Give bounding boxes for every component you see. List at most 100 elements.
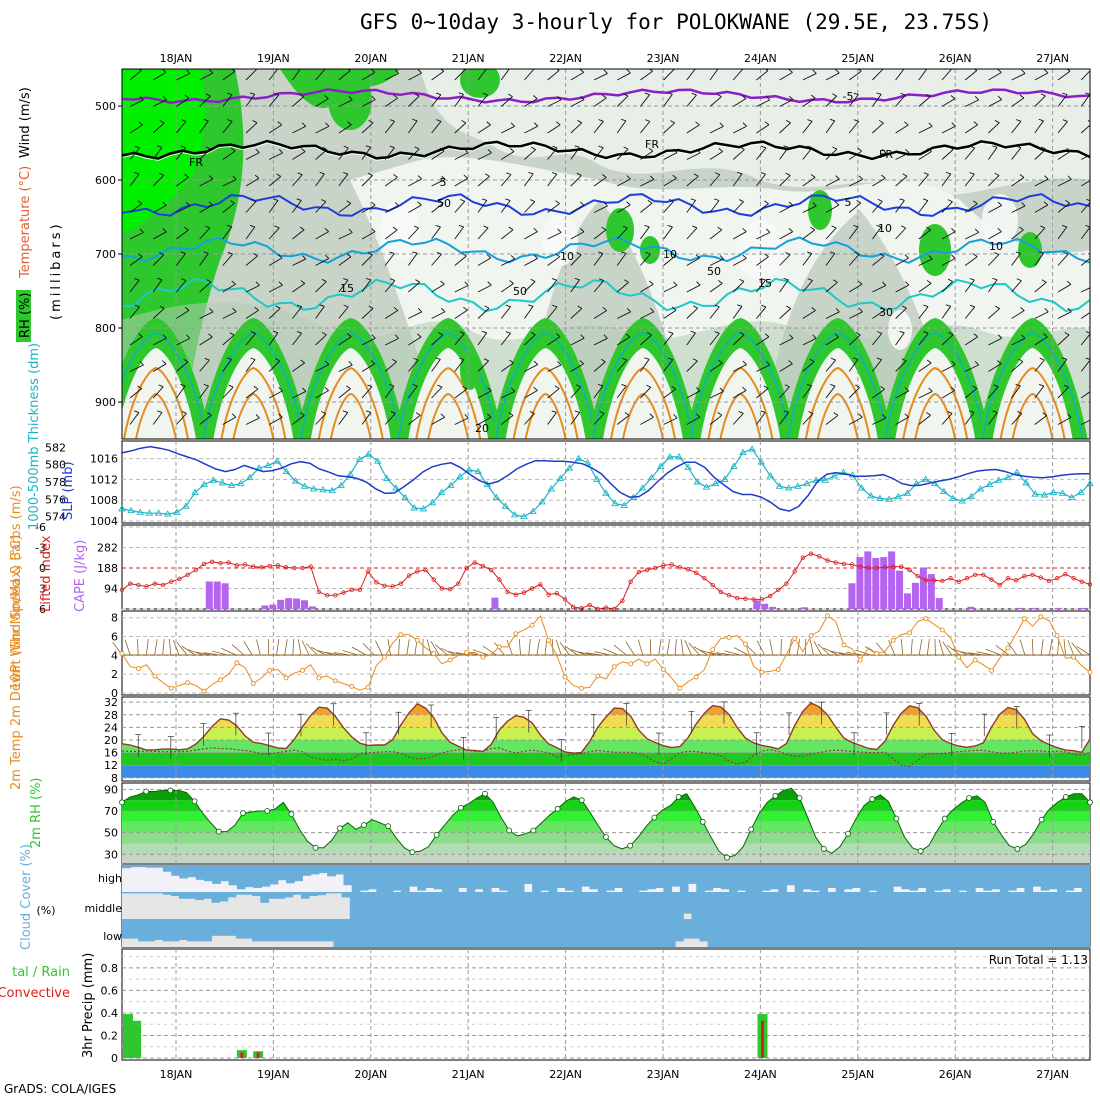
cloud-bar [991,865,1001,890]
wind-barb [686,175,699,187]
wind-barb-flag [229,332,235,336]
wind-barb [152,204,167,213]
wind-barb [384,413,396,425]
cloud-bar [474,865,484,890]
wind-barb-flag [899,198,905,201]
wind-barb-flag [438,332,444,336]
rh-marker [651,814,658,821]
cloud-bar [170,919,180,942]
li-marker [521,590,527,595]
cloud-bar [245,865,254,888]
wind-barb-flag [718,148,723,152]
surface-barb [1057,639,1060,656]
cape-tick: 94 [104,583,118,596]
wind-barb-flag [324,95,329,99]
wind-barb-flag [159,252,164,256]
date-label: 24JAN [744,1068,777,1081]
wind-barb [454,177,468,187]
thickness-ylabel: 1000-500mb Thickness (dm) [27,343,42,530]
wind-barb-flag [902,173,908,177]
surface-barb [666,639,671,656]
li-marker [972,572,978,578]
wind-barb-flag [412,384,418,387]
wind-barb-flag [551,172,557,175]
wind-barb [941,98,956,107]
wind-barb-flag [904,254,909,259]
cloud-bar [441,865,451,892]
wind-barb [709,96,722,107]
thickness-marker [583,459,592,466]
thickness-marker [1086,479,1094,487]
wind-barb-flag [506,172,512,176]
wind-barb [384,147,395,160]
cloud-bar [349,919,359,947]
wind-barb-flag [1038,384,1045,387]
surface-barb [733,647,749,656]
wind-barb-flag [1044,69,1049,74]
wind-barb-flag [346,385,351,389]
wind-barb-flag [203,251,209,254]
wind-barb [1011,73,1026,81]
rh-marker [457,804,464,811]
cloud-bar [536,919,546,947]
wind-barb [245,417,260,425]
cloud-bar [341,919,351,947]
wind-barb [152,363,167,372]
cape-bar [769,606,777,609]
wind-barb-flag [810,174,816,178]
thickness-marker [876,494,884,501]
li-marker [423,567,428,573]
wind-barb [1011,361,1024,372]
cloud-bar [548,865,558,892]
wind-barb [292,229,305,240]
wind-barb-flag [696,281,701,286]
contour-label: FR [645,138,659,151]
wind-barb [1080,359,1090,372]
li-marker [1030,572,1035,578]
wind-barb [616,281,629,293]
surface-barb [1071,642,1083,656]
wind-barb [756,306,767,319]
wind-marker [578,685,584,691]
wind-barb [245,255,258,266]
chart-title: GFS 0~10day 3-hourly for POLOKWANE (29.5… [360,10,993,34]
wind-barb [176,309,190,319]
wind-barb [408,311,423,319]
wind-barb [524,125,539,134]
wind-barb [779,279,789,293]
li-marker [439,586,445,591]
wind-barb-flag [812,69,817,74]
wind-barb [941,173,952,187]
wind-barb-flag [716,93,722,98]
wind-marker [907,630,912,636]
wind-barb [199,253,209,266]
wind-barb [709,414,723,425]
li-marker [128,581,133,586]
surface-barb [809,639,814,656]
wind-barb [524,258,538,266]
cloud-bar [886,892,896,919]
wind-barb [547,336,561,346]
wind-barb [779,363,793,372]
surface-barb [838,652,855,656]
wind-barb [1080,154,1090,160]
wind-barb [988,254,1000,266]
wind-barb-flag [417,69,422,74]
wind-barb [988,72,1002,81]
wind-barb [941,69,953,81]
wind-barb-flag [278,387,283,392]
wind-barb-flag [783,277,789,281]
cloud-bar [699,892,709,919]
wind-marker [513,631,519,637]
wind-barb [570,412,581,425]
rh-tick: 50 [104,827,118,840]
rh-blob [919,224,951,276]
li-marker [735,595,740,601]
wind-barb-flag [788,95,794,100]
wind-barb-flag [505,304,511,308]
cloud-bar [813,919,823,947]
wind-barb-flag [551,410,557,413]
wind-barb [547,173,558,187]
li-marker [817,554,822,559]
